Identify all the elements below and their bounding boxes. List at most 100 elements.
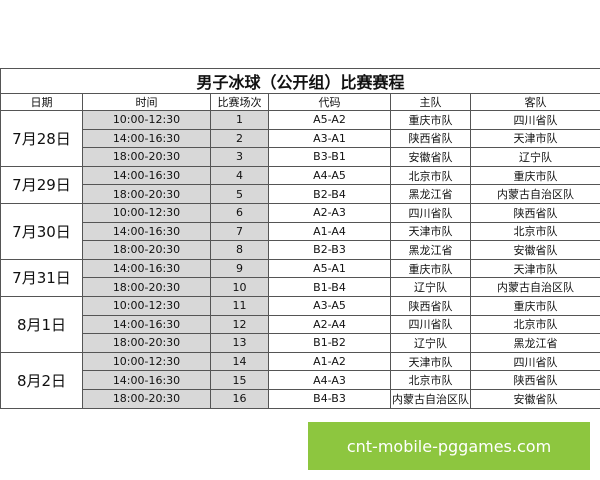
- date: 8月2日: [0, 351, 83, 409]
- time: 18:00-20:30: [82, 184, 211, 204]
- match-row: 18:00-20:30 8 B2-B3 黑龙江省 安徽省队: [1, 240, 600, 260]
- home-team: 四川省队: [390, 202, 471, 223]
- match-row: 14:00-16:30 12 A2-A4 四川省队 北京市队: [1, 314, 600, 335]
- game-number: 8: [210, 240, 269, 260]
- time: 18:00-20:30: [82, 147, 211, 167]
- home-team: 北京市队: [390, 370, 471, 390]
- match-row: 18:00-20:30 5 B2-B4 黑龙江省 内蒙古自治区队: [1, 184, 600, 204]
- home-team: 陕西省队: [390, 295, 471, 316]
- match-row: 18:00-20:30 10 B1-B4 辽宁队 内蒙古自治区队: [1, 277, 600, 297]
- home-team: 重庆市队: [390, 110, 471, 130]
- game-number: 7: [210, 221, 269, 242]
- away-team: 重庆市队: [469, 295, 600, 316]
- game-number: 14: [210, 351, 269, 372]
- away-team: 天津市队: [469, 258, 600, 279]
- game-number: 13: [210, 333, 269, 353]
- code: B4-B3: [268, 388, 391, 409]
- time: 14:00-16:30: [82, 221, 211, 242]
- code: A1-A4: [268, 221, 391, 242]
- away-team: 黑龙江省: [469, 333, 600, 353]
- date: 7月31日: [0, 258, 83, 297]
- time: 10:00-12:30: [82, 110, 211, 130]
- home-team: 北京市队: [390, 165, 471, 186]
- home-team: 天津市队: [390, 351, 471, 372]
- game-number: 11: [210, 295, 269, 316]
- code: A2-A3: [268, 202, 391, 223]
- code: B2-B3: [268, 240, 391, 260]
- home-team: 黑龙江省: [390, 240, 471, 260]
- column-header: 日期: [0, 93, 83, 111]
- home-team: 黑龙江省: [390, 184, 471, 204]
- match-row: 14:00-16:30 2 A3-A1 陕西省队 天津市队: [1, 128, 600, 149]
- code: B2-B4: [268, 184, 391, 204]
- time: 18:00-20:30: [82, 388, 211, 409]
- code: A4-A3: [268, 370, 391, 390]
- home-team: 重庆市队: [390, 258, 471, 279]
- date: 8月1日: [0, 295, 83, 353]
- time: 14:00-16:30: [82, 314, 211, 335]
- code: A1-A2: [268, 351, 391, 372]
- away-team: 安徽省队: [469, 388, 600, 409]
- date: 7月30日: [0, 202, 83, 260]
- match-row: 7月31日 14:00-16:30 9 A5-A1 重庆市队 天津市队: [0, 258, 600, 297]
- match-row: 8月2日 10:00-12:30 14 A1-A2 天津市队 四川省队: [0, 351, 600, 409]
- game-number: 6: [210, 202, 269, 223]
- game-number: 3: [210, 147, 269, 167]
- away-team: 陕西省队: [469, 202, 600, 223]
- away-team: 安徽省队: [469, 240, 600, 260]
- column-header: 比赛场次: [210, 93, 269, 111]
- game-number: 9: [210, 258, 269, 279]
- code: A4-A5: [268, 165, 391, 186]
- time: 18:00-20:30: [82, 240, 211, 260]
- column-header: 主队: [390, 93, 471, 111]
- column-header: 时间: [82, 93, 211, 111]
- column-header: 客队: [469, 93, 600, 111]
- time: 14:00-16:30: [82, 370, 211, 390]
- time: 18:00-20:30: [82, 277, 211, 297]
- game-number: 10: [210, 277, 269, 297]
- code: A5-A2: [268, 110, 391, 130]
- time: 10:00-12:30: [82, 351, 211, 372]
- time: 14:00-16:30: [82, 258, 211, 279]
- code: A3-A1: [268, 128, 391, 149]
- schedule-table: 男子冰球（公开组）比赛赛程 日期 时间 比赛场次 代码 主队 客队 7月28日 10:00-…: [0, 68, 600, 409]
- time: 14:00-16:30: [82, 165, 211, 186]
- code: B1-B2: [268, 333, 391, 353]
- away-team: 北京市队: [469, 314, 600, 335]
- date: 7月29日: [0, 165, 83, 204]
- away-team: 内蒙古自治区队: [469, 277, 600, 297]
- match-row: 7月30日 10:00-12:30 6 A2-A3 四川省队 陕西省队: [0, 202, 600, 260]
- code: A3-A5: [268, 295, 391, 316]
- header-row: 日期 时间 比赛场次 代码 主队 客队: [0, 93, 600, 111]
- match-row: 7月29日 14:00-16:30 4 A4-A5 北京市队 重庆市队: [0, 165, 600, 204]
- away-team: 辽宁队: [469, 147, 600, 167]
- time: 14:00-16:30: [82, 128, 211, 149]
- match-row: 8月1日 10:00-12:30 11 A3-A5 陕西省队 重庆市队: [0, 295, 600, 353]
- home-team: 辽宁队: [390, 333, 471, 353]
- table-body: 7月28日 10:00-12:30 1 A5-A2 重庆市队 四川省队 14:00-16:3…: [0, 110, 600, 409]
- time: 18:00-20:30: [82, 333, 211, 353]
- date: 7月28日: [0, 110, 83, 167]
- game-number: 15: [210, 370, 269, 390]
- code: B3-B1: [268, 147, 391, 167]
- match-row: 14:00-16:30 7 A1-A4 天津市队 北京市队: [1, 221, 600, 242]
- home-team: 四川省队: [390, 314, 471, 335]
- away-team: 陕西省队: [469, 370, 600, 390]
- watermark: cnt-mobile-pggames.com: [308, 422, 590, 470]
- away-team: 重庆市队: [469, 165, 600, 186]
- away-team: 天津市队: [469, 128, 600, 149]
- game-number: 2: [210, 128, 269, 149]
- match-row: 18:00-20:30 3 B3-B1 安徽省队 辽宁队: [1, 147, 600, 167]
- home-team: 天津市队: [390, 221, 471, 242]
- home-team: 辽宁队: [390, 277, 471, 297]
- match-row: 7月28日 10:00-12:30 1 A5-A2 重庆市队 四川省队: [0, 110, 600, 167]
- code: A2-A4: [268, 314, 391, 335]
- code: B1-B4: [268, 277, 391, 297]
- game-number: 12: [210, 314, 269, 335]
- away-team: 四川省队: [469, 110, 600, 130]
- away-team: 北京市队: [469, 221, 600, 242]
- game-number: 1: [210, 110, 269, 130]
- time: 10:00-12:30: [82, 295, 211, 316]
- time: 10:00-12:30: [82, 202, 211, 223]
